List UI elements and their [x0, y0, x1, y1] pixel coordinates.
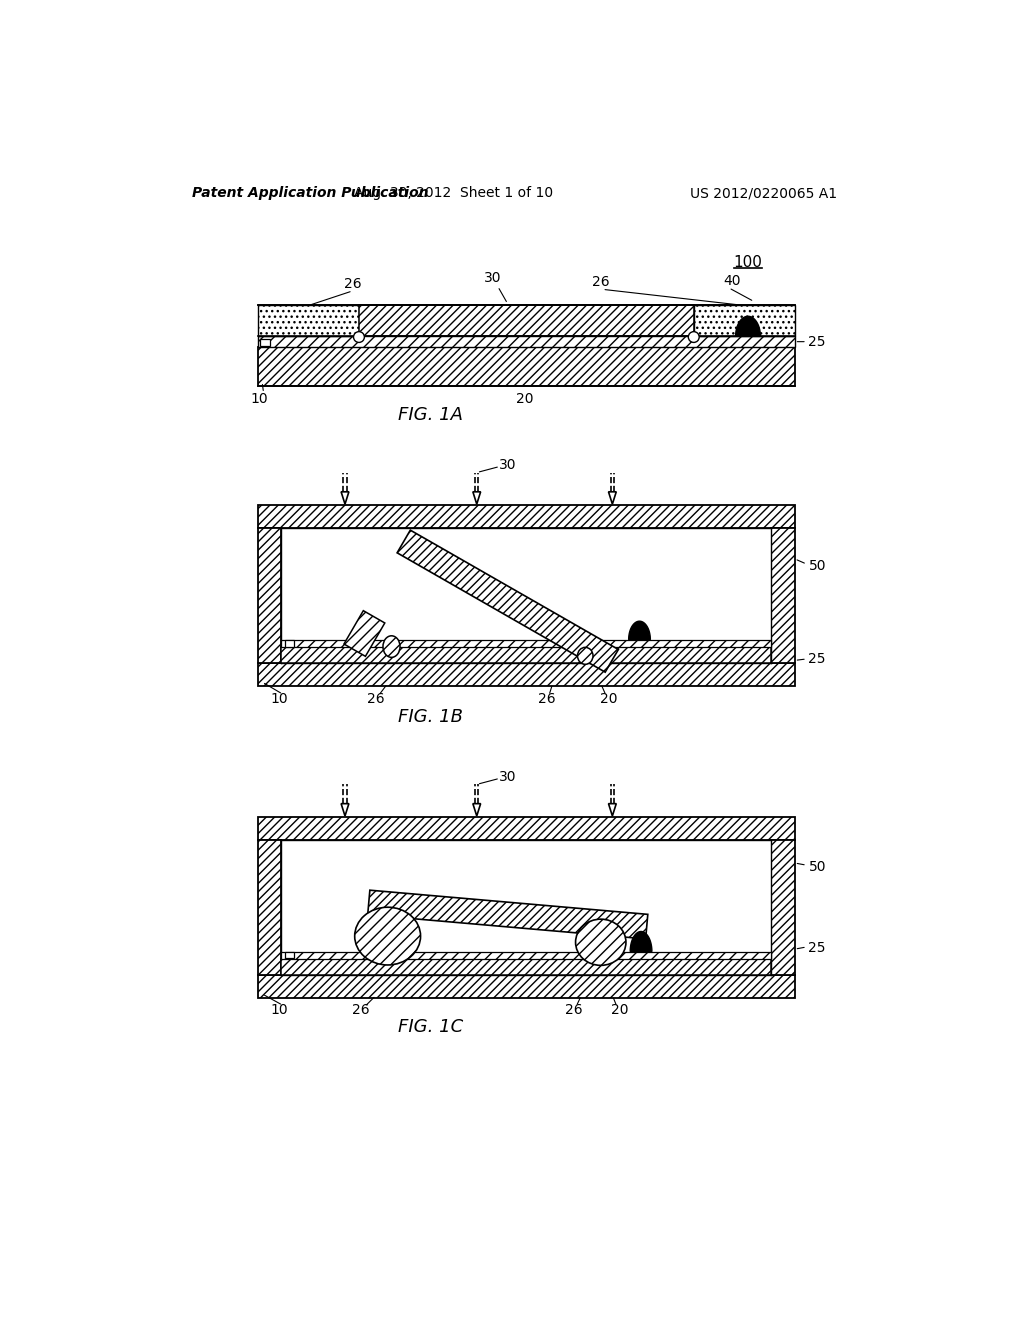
Polygon shape: [344, 611, 385, 656]
Bar: [260, 339, 270, 346]
Bar: [693, 305, 795, 337]
Text: 10: 10: [270, 692, 288, 706]
Ellipse shape: [578, 647, 593, 664]
Bar: [258, 974, 795, 998]
Text: FIG. 1C: FIG. 1C: [397, 1018, 463, 1036]
Text: 26: 26: [565, 1003, 583, 1016]
Text: 20: 20: [600, 692, 617, 706]
Bar: [258, 817, 795, 840]
Bar: [282, 960, 771, 974]
Bar: [258, 840, 282, 974]
Text: 30: 30: [499, 770, 516, 784]
Bar: [282, 528, 771, 663]
Text: 30: 30: [499, 458, 516, 471]
Text: 26: 26: [368, 692, 385, 706]
Text: 26: 26: [351, 1003, 370, 1016]
Bar: [258, 347, 795, 385]
Polygon shape: [735, 317, 761, 337]
Circle shape: [688, 331, 699, 342]
Bar: [771, 528, 795, 663]
Bar: [258, 337, 795, 347]
Bar: [258, 528, 282, 663]
Bar: [282, 840, 771, 974]
Text: 26: 26: [538, 692, 555, 706]
Polygon shape: [608, 804, 616, 816]
Text: 26: 26: [592, 276, 609, 289]
Bar: [282, 647, 771, 663]
Polygon shape: [630, 932, 652, 952]
Polygon shape: [397, 531, 618, 672]
Text: 26: 26: [344, 277, 361, 290]
Text: Patent Application Publication: Patent Application Publication: [191, 186, 428, 201]
Bar: [258, 305, 359, 337]
Text: FIG. 1B: FIG. 1B: [397, 708, 463, 726]
Text: US 2012/0220065 A1: US 2012/0220065 A1: [690, 186, 837, 201]
Bar: [258, 663, 795, 686]
Polygon shape: [473, 492, 480, 504]
Text: 25: 25: [809, 941, 826, 954]
Bar: [285, 952, 294, 958]
Bar: [771, 840, 795, 974]
Bar: [258, 504, 795, 528]
Text: 20: 20: [516, 392, 534, 405]
Ellipse shape: [354, 907, 421, 965]
Ellipse shape: [575, 919, 626, 965]
Polygon shape: [608, 492, 616, 504]
Polygon shape: [368, 890, 648, 939]
Polygon shape: [473, 804, 480, 816]
Text: 25: 25: [809, 335, 826, 348]
Ellipse shape: [383, 636, 400, 657]
Text: 40: 40: [724, 273, 741, 288]
Text: 10: 10: [251, 392, 268, 405]
Text: 10: 10: [270, 1003, 288, 1016]
Text: Aug. 30, 2012  Sheet 1 of 10: Aug. 30, 2012 Sheet 1 of 10: [354, 186, 553, 201]
Bar: [285, 640, 294, 647]
Bar: [359, 305, 693, 337]
Text: 50: 50: [809, 859, 826, 874]
Circle shape: [353, 331, 365, 342]
Polygon shape: [629, 622, 650, 640]
Text: 30: 30: [483, 272, 501, 285]
Text: FIG. 1A: FIG. 1A: [397, 405, 463, 424]
Bar: [282, 640, 771, 647]
Bar: [282, 952, 771, 960]
Text: 100: 100: [733, 255, 763, 269]
Text: 20: 20: [611, 1003, 629, 1016]
Polygon shape: [341, 492, 349, 504]
Text: 50: 50: [809, 560, 826, 573]
Polygon shape: [341, 804, 349, 816]
Text: 25: 25: [809, 652, 826, 665]
